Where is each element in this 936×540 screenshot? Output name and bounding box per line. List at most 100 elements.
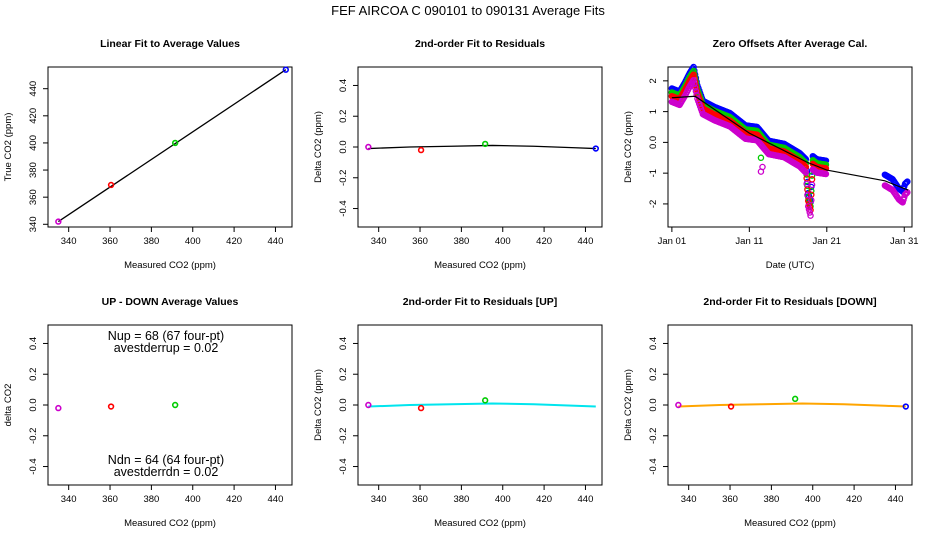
y-tick-label: 2: [648, 78, 659, 83]
series-marker: [804, 191, 811, 199]
y-tick-label: 0.0: [648, 398, 659, 411]
series-marker: [902, 179, 910, 187]
series-marker: [807, 212, 814, 219]
figure-title: FEF AIRCOA C 090101 to 090131 Average Fi…: [331, 3, 605, 18]
y-tick-label: 0.0: [28, 398, 39, 411]
x-tick-label: 380: [763, 494, 779, 505]
x-tick-label: 400: [185, 236, 201, 247]
y-tick-label: -0.4: [28, 458, 39, 474]
panel-p4: UP - DOWN Average Values 340 360 380 400 420 4…: [3, 296, 293, 529]
avestderrdn-annotation: avestderrdn = 0.02: [114, 465, 219, 479]
data-point: [417, 404, 425, 412]
x-tick-label: 340: [371, 236, 387, 247]
x-tick-label: 360: [412, 494, 428, 505]
y-tick-label: -0.4: [338, 200, 349, 216]
x-tick-label: 420: [226, 236, 242, 247]
data-point: [592, 145, 599, 152]
x-axis-label: Measured CO2 (ppm): [434, 260, 526, 271]
x-tick-label: 360: [102, 236, 118, 247]
series-marker: [691, 84, 699, 91]
x-tick-label: 340: [61, 236, 77, 247]
data-point: [417, 146, 425, 154]
nup-annotation: Nup = 68 (67 four-pt): [108, 329, 224, 343]
series-marker: [808, 172, 816, 179]
series-marker: [804, 203, 812, 210]
series-marker: [801, 168, 809, 175]
y-tick-label: 0.2: [648, 368, 659, 381]
y-tick-label: 0.4: [338, 79, 349, 92]
x-tick-label: 380: [143, 494, 159, 505]
x-tick-label: 400: [495, 494, 511, 505]
y-tick-label: 0.2: [338, 110, 349, 123]
x-tick-label: 440: [268, 494, 284, 505]
data-point: [55, 404, 62, 412]
series-marker: [691, 80, 698, 88]
panel-p2: 2nd-order Fit to Residuals 340 360 380 400 42…: [313, 38, 603, 271]
x-tick-label: 400: [495, 236, 511, 247]
x-tick-label: 420: [846, 494, 862, 505]
series-marker: [692, 88, 700, 95]
data-point: [365, 401, 372, 409]
fit-line: [368, 144, 596, 150]
x-tick-label: 440: [578, 236, 594, 247]
series-marker: [808, 196, 815, 204]
panels: Linear Fit to Average Values 340 360 380 400…: [3, 38, 919, 529]
panel-title: 2nd-order Fit to Residuals [DOWN]: [703, 296, 876, 308]
data-point: [727, 403, 735, 410]
y-tick-label: -1: [648, 169, 659, 177]
x-axis-label: Measured CO2 (ppm): [124, 260, 216, 271]
y-axis-label: delta CO2: [3, 384, 14, 427]
y-axis-label: Delta CO2 (ppm): [623, 369, 634, 441]
x-axis-label: Date (UTC): [766, 260, 815, 271]
series-purple-b: [881, 182, 911, 206]
data-point: [675, 401, 682, 409]
plot-frame: [47, 66, 293, 228]
series-marker: [808, 181, 816, 189]
y-tick-label: -0.2: [338, 170, 349, 186]
y-tick-label: 0.0: [648, 136, 659, 149]
x-tick-label: 340: [371, 494, 387, 505]
data-point: [282, 66, 289, 73]
x-tick-label: 360: [412, 236, 428, 247]
fit-line: [57, 69, 287, 223]
x-tick-label: 380: [453, 494, 469, 505]
data-point: [791, 395, 799, 403]
x-tick-label: 420: [536, 494, 552, 505]
ndn-annotation: Ndn = 64 (64 four-pt): [108, 453, 224, 467]
x-tick-label: 420: [226, 494, 242, 505]
y-tick-label: 1: [648, 109, 659, 114]
fit-line: [368, 402, 596, 408]
y-tick-label: 420: [28, 108, 39, 124]
y-tick-label: 0.0: [338, 140, 349, 153]
series-marker: [822, 170, 830, 178]
series-marker: [902, 190, 910, 198]
y-tick-label: -0.4: [338, 458, 349, 474]
series-purple: [668, 76, 830, 219]
y-tick-label: 380: [28, 162, 39, 178]
y-tick-label: -0.2: [338, 428, 349, 444]
up-down-annotations: Nup = 68 (67 four-pt) avestderrup = 0.02…: [108, 329, 224, 479]
data-point: [481, 140, 489, 148]
x-axis-label: Measured CO2 (ppm): [124, 518, 216, 529]
panel-title: Zero Offsets After Average Cal.: [713, 38, 868, 50]
y-axis-label: Delta CO2 (ppm): [313, 369, 324, 441]
series-marker: [805, 206, 813, 213]
series-marker: [806, 209, 814, 216]
y-tick-label: 400: [28, 135, 39, 151]
outlier-point: [757, 154, 765, 162]
x-tick-label: 440: [268, 236, 284, 247]
panel-title: 2nd-order Fit to Residuals [UP]: [403, 296, 558, 308]
x-tick-label: 440: [888, 494, 904, 505]
x-tick-label: 440: [578, 494, 594, 505]
series-marker: [800, 167, 808, 175]
x-tick-label: 360: [102, 494, 118, 505]
outlier-point: [757, 168, 765, 175]
avestderrup-annotation: avestderrup = 0.02: [114, 341, 219, 355]
y-tick-label: -0.2: [648, 428, 659, 444]
data-point: [55, 218, 62, 225]
data-point: [171, 401, 179, 409]
y-axis-label: Delta CO2 (ppm): [313, 111, 324, 183]
panel-title: Linear Fit to Average Values: [100, 38, 240, 50]
y-tick-label: 340: [28, 216, 39, 232]
